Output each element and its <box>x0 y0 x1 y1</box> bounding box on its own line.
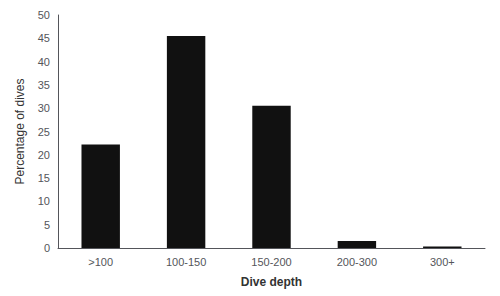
svg-text:0: 0 <box>44 242 50 254</box>
svg-text:100-150: 100-150 <box>166 256 206 268</box>
svg-text:>100: >100 <box>88 256 113 268</box>
svg-text:300+: 300+ <box>430 256 455 268</box>
svg-text:5: 5 <box>44 219 50 231</box>
svg-text:45: 45 <box>38 32 50 44</box>
svg-text:50: 50 <box>38 9 50 21</box>
svg-text:Percentage of dives: Percentage of dives <box>13 78 27 184</box>
svg-text:15: 15 <box>38 172 50 184</box>
svg-text:35: 35 <box>38 79 50 91</box>
svg-text:30: 30 <box>38 102 50 114</box>
svg-text:40: 40 <box>38 56 50 68</box>
svg-text:200-300: 200-300 <box>337 256 377 268</box>
svg-text:20: 20 <box>38 149 50 161</box>
svg-text:150-200: 150-200 <box>251 256 291 268</box>
svg-text:10: 10 <box>38 195 50 207</box>
svg-text:Dive depth: Dive depth <box>241 275 302 289</box>
svg-text:25: 25 <box>38 126 50 138</box>
